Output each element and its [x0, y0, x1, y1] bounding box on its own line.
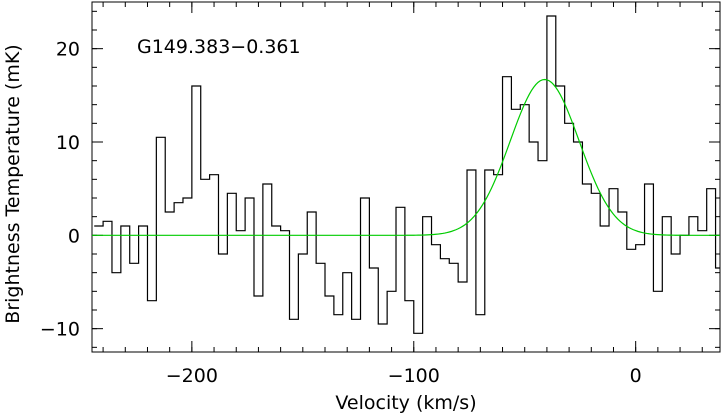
axis-ticks — [92, 2, 720, 352]
y-axis-label: Brightness Temperature (mK) — [2, 44, 24, 323]
source-name-label: G149.383−0.361 — [137, 36, 301, 58]
y-tick-label: 10 — [56, 132, 80, 154]
y-tick-label: −10 — [40, 319, 80, 341]
plot-frame — [91, 1, 721, 353]
x-tick-label: 0 — [630, 365, 642, 387]
spectrum-histogram-line — [94, 15, 720, 334]
x-tick-label: −200 — [166, 365, 218, 387]
x-tick-label: −100 — [388, 365, 440, 387]
y-tick-label: 0 — [68, 225, 80, 247]
x-axis-label: Velocity (km/s) — [335, 392, 476, 414]
y-tick-label: 20 — [56, 39, 80, 61]
gaussian-fit-line — [92, 78, 720, 236]
